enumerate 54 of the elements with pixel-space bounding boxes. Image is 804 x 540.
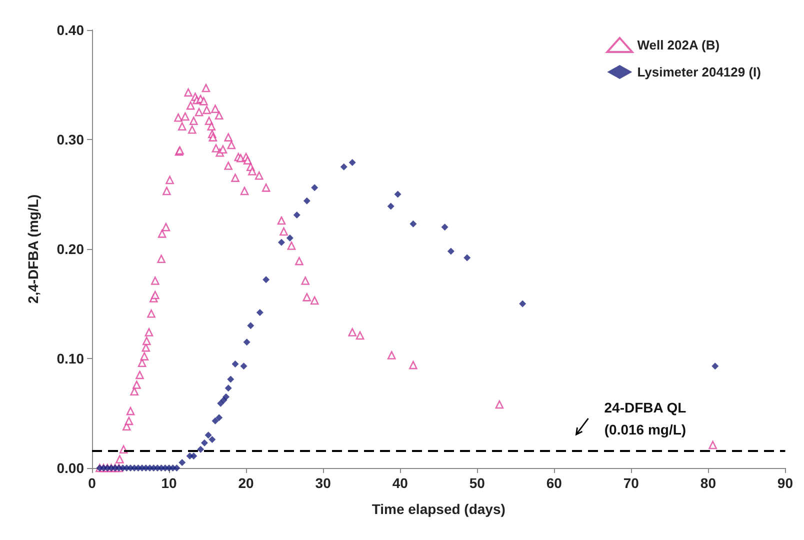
legend-label: 24-DFBA QL (0.016 mg/L) — [604, 399, 687, 438]
point — [464, 254, 471, 262]
point — [247, 322, 254, 330]
point — [519, 300, 526, 308]
x-tick-label: 80 — [700, 475, 716, 491]
point — [340, 163, 348, 170]
point — [224, 384, 232, 392]
point — [441, 224, 448, 231]
point — [240, 362, 248, 370]
point — [387, 202, 394, 210]
x-tick-label: 10 — [161, 475, 178, 491]
legend-label: Well 202A (B) — [637, 38, 720, 52]
x-tick-label: 90 — [777, 475, 794, 491]
x-tick-label: 0 — [88, 475, 96, 491]
point — [227, 376, 234, 383]
point — [243, 338, 250, 346]
point — [286, 234, 294, 242]
y-tick-label: 0.30 — [56, 132, 84, 148]
x-tick-label: 50 — [469, 475, 486, 491]
point — [293, 212, 300, 219]
point — [208, 436, 216, 444]
point — [348, 158, 356, 166]
x-tick-label: 20 — [238, 475, 254, 491]
x-axis-title: Time elapsed (days) — [372, 501, 506, 517]
point — [394, 190, 402, 198]
point — [222, 393, 230, 400]
point — [232, 360, 239, 368]
y-tick-label: 0.20 — [56, 241, 84, 257]
point — [200, 439, 208, 446]
point — [303, 197, 310, 204]
x-tick-label: 30 — [315, 475, 332, 491]
point — [197, 446, 204, 453]
point — [217, 400, 224, 407]
point — [173, 464, 180, 472]
point — [204, 432, 212, 439]
point — [410, 220, 417, 228]
point — [278, 238, 285, 246]
point — [447, 248, 454, 255]
x-tick-label: 70 — [623, 475, 640, 491]
y-tick-label: 0.40 — [56, 22, 84, 38]
point — [216, 414, 223, 422]
point — [212, 417, 219, 424]
point — [178, 459, 186, 466]
y-axis-title: 2,4-DFBA (mg/L) — [25, 194, 41, 304]
point — [256, 309, 264, 316]
y-tick-label: 0.00 — [56, 460, 84, 476]
point — [311, 184, 318, 192]
point — [190, 452, 198, 460]
point — [712, 362, 719, 370]
x-tick-label: 60 — [546, 475, 562, 491]
y-tick-label: 0.10 — [56, 350, 84, 366]
x-tick-label: 40 — [392, 475, 408, 491]
legend-label: Lysimeter 204129 (I) — [637, 64, 761, 80]
point — [262, 276, 270, 284]
